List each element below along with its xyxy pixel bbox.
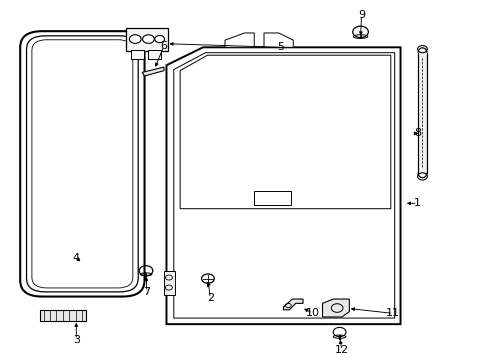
Polygon shape: [322, 299, 348, 317]
Circle shape: [129, 35, 141, 43]
Text: 10: 10: [305, 309, 319, 318]
Polygon shape: [264, 33, 293, 47]
Text: 5: 5: [277, 42, 284, 52]
Bar: [40, 310, 86, 320]
Text: 12: 12: [334, 345, 348, 355]
Polygon shape: [283, 299, 303, 310]
Bar: [254, 191, 290, 205]
Text: 1: 1: [413, 198, 420, 208]
Text: 9: 9: [357, 10, 365, 20]
Polygon shape: [224, 33, 254, 47]
Text: 11: 11: [386, 309, 399, 318]
Text: 7: 7: [143, 287, 150, 297]
Bar: [131, 50, 143, 59]
Text: 2: 2: [206, 293, 213, 303]
Text: 4: 4: [73, 253, 80, 263]
Polygon shape: [142, 67, 163, 76]
Bar: [148, 50, 160, 59]
Bar: [417, 53, 426, 173]
Circle shape: [142, 35, 154, 43]
Polygon shape: [166, 47, 400, 324]
Text: 6: 6: [160, 41, 167, 50]
Circle shape: [155, 36, 164, 42]
Text: 8: 8: [413, 129, 420, 138]
Bar: [126, 28, 167, 51]
Bar: [163, 271, 174, 295]
Text: 3: 3: [73, 334, 80, 345]
